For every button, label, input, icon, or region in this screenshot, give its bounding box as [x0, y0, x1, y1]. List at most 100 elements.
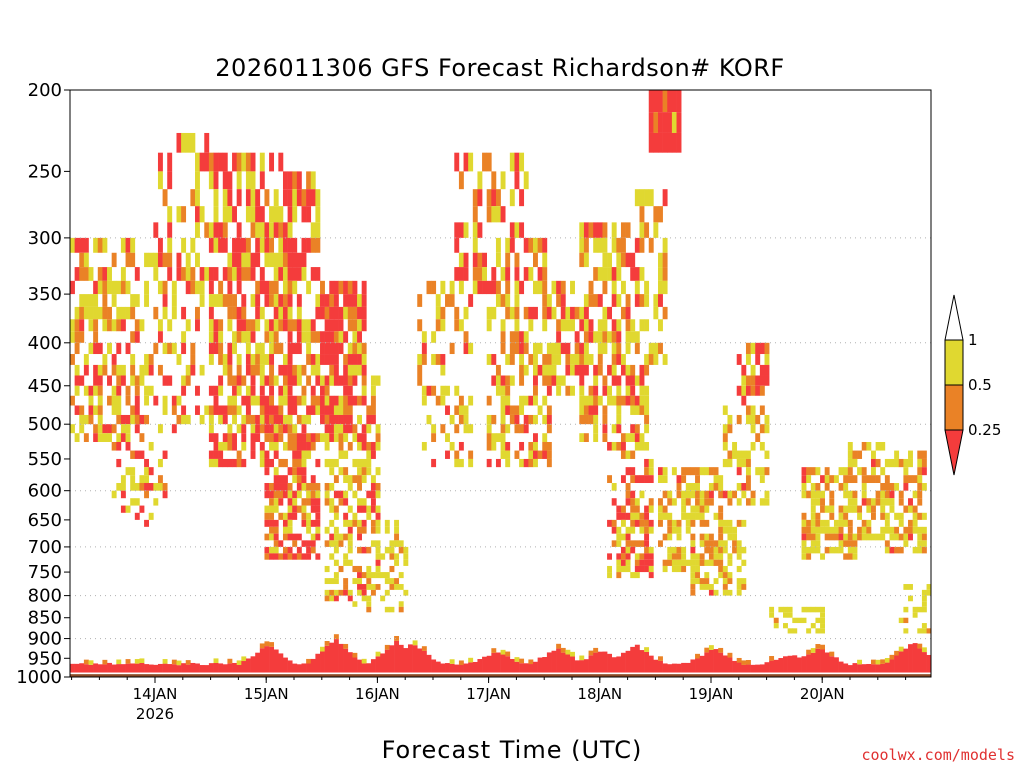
heat-cell [361, 467, 367, 476]
heat-cell [306, 483, 312, 491]
heat-cell [713, 540, 719, 547]
heat-cell [282, 280, 288, 295]
heat-cell [917, 458, 923, 468]
heat-cell [722, 405, 728, 415]
heat-cell [264, 237, 270, 253]
heat-cell [236, 267, 242, 281]
heat-cell [695, 512, 700, 520]
heat-cell [306, 171, 312, 190]
heat-cell [125, 505, 131, 513]
heat-cell [222, 267, 228, 281]
heat-cell [820, 553, 825, 560]
heat-cell [130, 354, 136, 365]
heat-cell [542, 364, 548, 376]
heat-cell [699, 512, 705, 520]
heat-cell [370, 475, 376, 484]
heat-cell [463, 405, 469, 415]
heat-cell [417, 294, 423, 307]
heat-cell [255, 237, 261, 253]
heat-cell [824, 533, 830, 541]
heat-cell [171, 659, 177, 665]
heat-cell [116, 342, 122, 355]
heat-cell [162, 306, 168, 320]
heat-cell [102, 306, 108, 320]
heat-cell [296, 171, 302, 190]
heat-cell [759, 424, 765, 434]
heat-cell [324, 483, 330, 491]
heat-cell [607, 519, 613, 527]
heat-cell [607, 475, 613, 484]
heat-cell [273, 467, 279, 476]
heat-cell [199, 364, 205, 376]
heat-cell [315, 375, 321, 386]
heat-cell [343, 450, 349, 459]
heat-cell [320, 354, 325, 365]
heat-cell [764, 490, 770, 499]
heat-cell [681, 467, 687, 476]
heat-cell [583, 294, 589, 307]
heat-cell [611, 424, 617, 434]
heat-cell [620, 533, 626, 541]
heat-cell [255, 414, 261, 425]
heat-cell [639, 441, 645, 451]
heat-cell [324, 294, 330, 307]
heat-cell [607, 553, 613, 560]
heat-cell [287, 553, 293, 560]
heat-cell [472, 267, 478, 281]
heat-cell [213, 237, 219, 253]
heat-cell [833, 546, 839, 554]
heat-cell [264, 641, 270, 647]
heat-cell [236, 319, 242, 332]
heat-cell [625, 319, 631, 332]
heat-cell [431, 354, 437, 365]
heat-cell [301, 433, 307, 442]
heat-cell [579, 433, 585, 442]
heat-cell [870, 467, 876, 476]
heat-cell [639, 294, 645, 307]
heat-cell [491, 648, 497, 653]
heat-cell [352, 306, 358, 320]
heat-cell [347, 652, 353, 673]
heat-cell [820, 649, 825, 673]
heat-cell [676, 519, 682, 527]
heat-cell [269, 294, 275, 307]
heat-cell [449, 342, 455, 355]
heat-cell [130, 294, 136, 307]
heat-cell [301, 458, 307, 468]
heat-cell [384, 546, 390, 554]
heat-cell [602, 651, 608, 673]
heat-cell [102, 659, 108, 665]
heat-cell [213, 450, 219, 459]
heat-cell [74, 375, 80, 386]
heat-cell [301, 385, 307, 396]
heat-cell [259, 395, 265, 406]
heat-cell [454, 222, 460, 238]
heat-cell [269, 498, 275, 506]
heat-cell [648, 526, 654, 534]
heat-cell [315, 433, 321, 442]
heat-cell [343, 467, 349, 476]
heat-cell [324, 331, 330, 343]
heat-cell [157, 319, 163, 332]
heat-cell [533, 385, 538, 396]
heat-cell [333, 533, 339, 541]
heat-cell [690, 533, 696, 541]
heat-cell [269, 512, 275, 520]
heat-cell [482, 152, 487, 172]
heat-cell [685, 490, 691, 499]
heat-cell [671, 132, 677, 153]
heat-cell [97, 433, 103, 442]
heat-cell [343, 375, 349, 386]
heat-cell [144, 354, 150, 365]
heat-cell [343, 433, 349, 442]
heat-cell [208, 267, 214, 281]
heat-cell [167, 375, 173, 386]
heat-cell [847, 533, 853, 541]
heat-cell [616, 526, 622, 534]
heat-cell [658, 342, 663, 355]
heat-cell [213, 319, 219, 332]
heat-cell [889, 546, 895, 554]
heat-cell [343, 424, 349, 434]
heat-cell [843, 540, 849, 547]
